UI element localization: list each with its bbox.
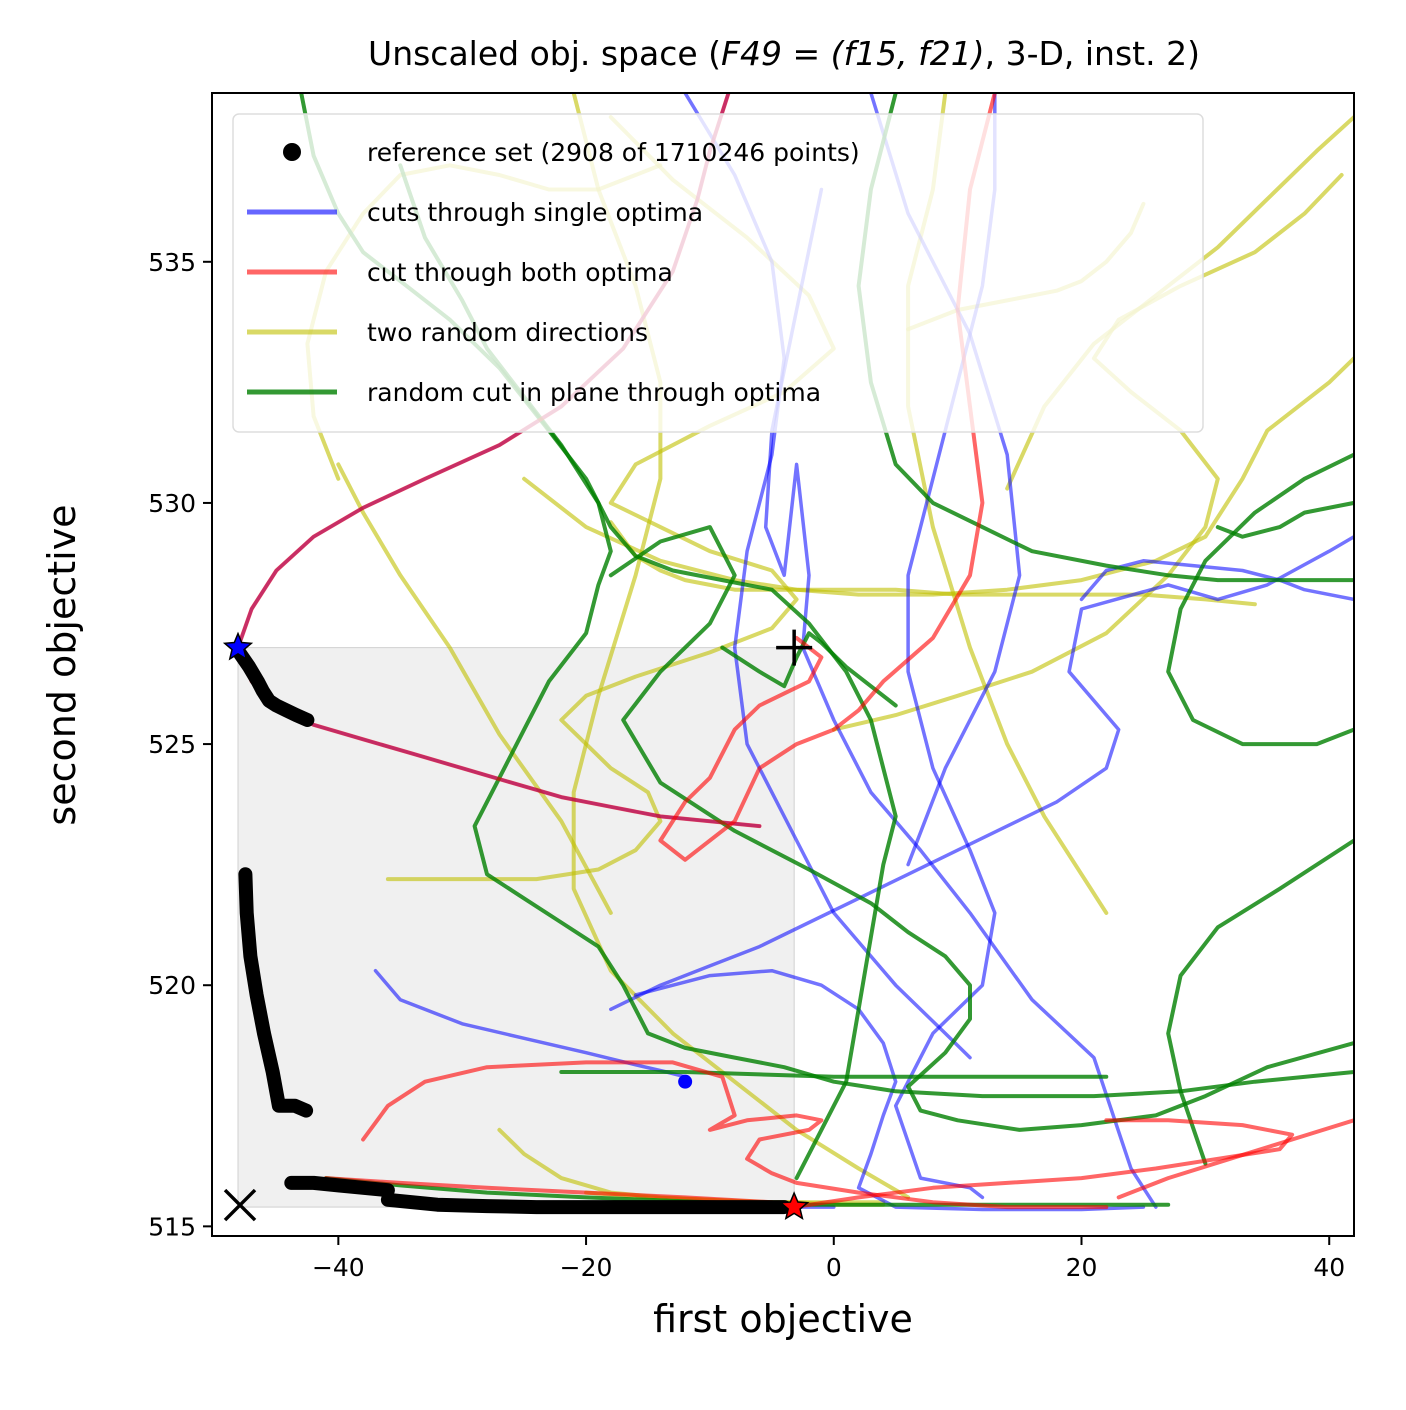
legend-label-0: reference set (2908 of 1710246 points)	[367, 138, 860, 167]
legend-marker-0	[283, 143, 301, 161]
series-line-plane-38	[1166, 838, 1354, 1166]
series-line-single-9	[633, 968, 1146, 1212]
series-line-both-15	[361, 1060, 1109, 1210]
reference-set-segment-3	[380, 1192, 792, 1215]
chart-title: Unscaled obj. space (F49 = (f15, f21), 3…	[368, 34, 1200, 73]
y-tick-label: 525	[148, 730, 196, 759]
x-axis-label: first objective	[653, 1297, 913, 1341]
title-prefix: Unscaled obj. space (	[368, 34, 721, 73]
legend-label-4: random cut in plane through optima	[367, 378, 821, 407]
y-tick-label: 520	[148, 971, 196, 1000]
series-line-plane-35	[608, 525, 1354, 1132]
series-line-single-10	[609, 534, 1354, 1012]
nadir-plus-marker	[776, 629, 813, 666]
x-tick-label: 20	[1066, 1253, 1098, 1282]
y-tick-label: 530	[148, 489, 196, 518]
series-line-plane-33	[398, 163, 1354, 1099]
reference-set-segment-2	[284, 1175, 395, 1198]
series-line-both-18	[658, 93, 997, 862]
legend-label-3: two random directions	[367, 318, 648, 347]
legend-box	[232, 113, 1204, 433]
series-line-plane-39	[1215, 500, 1354, 539]
title-suffix: , 3-D, inst. 2)	[985, 34, 1200, 73]
y-tick-label: 515	[148, 1212, 196, 1241]
y-axis: 515 520 525 530 535	[148, 248, 212, 1241]
ideal-x-marker	[223, 1188, 257, 1222]
y-axis-label: second objective	[40, 504, 84, 825]
legend-label-1: cuts through single optima	[367, 198, 703, 227]
dominated-region	[237, 647, 795, 1208]
y-tick-label: 535	[148, 248, 196, 277]
single-cut-end-dot	[678, 1074, 693, 1089]
series-line-random-22	[608, 520, 1257, 607]
legend-items: reference set (2908 of 1710246 points) cu…	[247, 138, 860, 407]
series-line-single-2	[373, 968, 687, 1084]
series-line-both-16	[792, 1118, 1295, 1210]
x-axis: −40 −20 0 20 40	[312, 1236, 1345, 1282]
x-tick-label: 0	[826, 1253, 842, 1282]
legend-label-2: cut through both optima	[367, 258, 673, 287]
series-line-random-20	[336, 462, 613, 915]
reference-set-layer	[232, 645, 792, 1215]
optimum-1-star	[222, 631, 254, 661]
x-tick-label: −20	[560, 1253, 613, 1282]
series-line-both-17	[1116, 1118, 1354, 1200]
series-line-plane-37	[1166, 452, 1354, 747]
optimum-2-star	[778, 1191, 810, 1220]
series-line-plane-40	[720, 631, 898, 708]
legend: reference set (2908 of 1710246 points) cu…	[232, 113, 1204, 433]
series-line-plane-34	[559, 1070, 1109, 1079]
series-line-random-26	[831, 173, 1344, 732]
series-line-single-6	[801, 645, 1158, 1209]
reference-set-segment-1	[238, 867, 314, 1118]
reference-set-segment-0	[232, 645, 315, 727]
x-tick-label: −40	[312, 1253, 365, 1282]
x-tick-label: 40	[1313, 1253, 1345, 1282]
series-line-random-21	[522, 356, 1354, 597]
series-line-single-11	[1079, 559, 1354, 602]
plot-frame	[211, 92, 1355, 1237]
title-math: F49 = (f15, f21)	[721, 34, 985, 73]
marker-layer	[222, 631, 810, 1220]
